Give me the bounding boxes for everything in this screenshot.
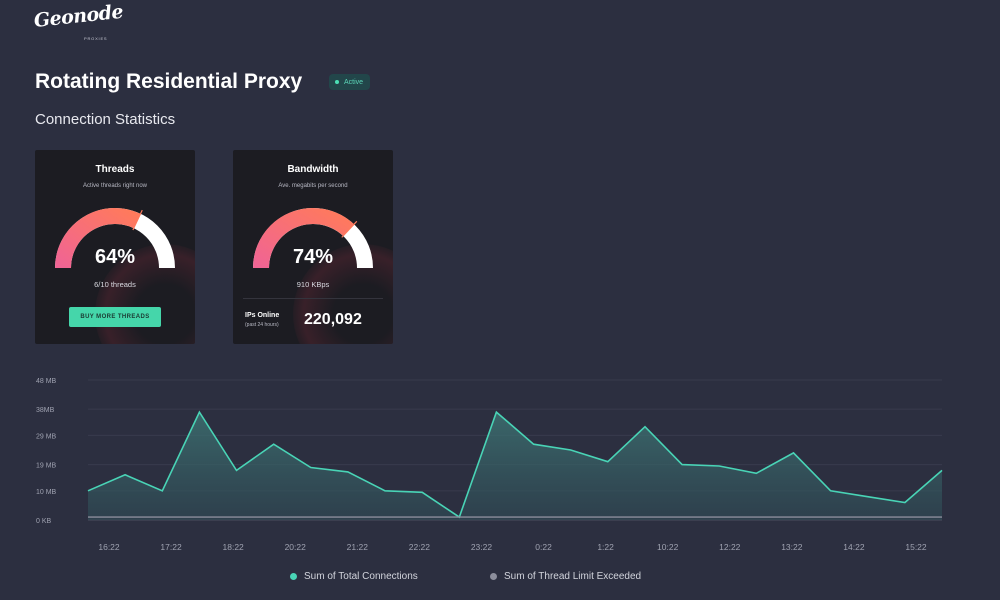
series-area-total-connections [88, 412, 942, 520]
x-tick-label: 18:22 [223, 542, 245, 552]
x-tick-label: 17:22 [160, 542, 182, 552]
geonode-logo[interactable]: Geonode PROXIES [33, 1, 124, 44]
logo-subtext: PROXIES [84, 36, 108, 41]
threads-card-title: Threads [95, 164, 135, 175]
page-title: Rotating Residential Proxy [35, 70, 303, 93]
legend-label: Sum of Total Connections [304, 571, 418, 582]
bandwidth-card-title: Bandwidth [287, 164, 339, 175]
ips-online-period: (past 24 hours) [245, 322, 279, 328]
x-tick-label: 22:22 [409, 542, 431, 552]
y-tick-label: 29 MB [36, 433, 57, 440]
bandwidth-gauge-value: 74% [292, 246, 334, 268]
y-tick-label: 38MB [36, 407, 55, 414]
threads-gauge [55, 208, 175, 269]
ips-online-label: IPs Online [245, 312, 280, 319]
card-divider [243, 298, 383, 299]
gauge-needle [341, 220, 358, 238]
gauge-fill [55, 208, 141, 269]
legend-item-thread-limit[interactable]: Sum of Thread Limit Exceeded [490, 571, 641, 582]
logo-wordmark: Geonode [32, 0, 125, 32]
section-title: Connection Statistics [35, 111, 176, 128]
legend-label: Sum of Thread Limit Exceeded [504, 571, 642, 582]
x-tick-label: 14:22 [843, 542, 865, 552]
status-badge: Active [329, 74, 371, 90]
y-tick-label: 10 MB [36, 489, 57, 496]
status-badge-label: Active [344, 78, 364, 86]
y-tick-label: 19 MB [36, 463, 57, 470]
legend-item-total-connections[interactable]: Sum of Total Connections [290, 571, 418, 582]
x-tick-label: 10:22 [657, 542, 679, 552]
y-tick-label: 0 KB [36, 518, 52, 525]
x-tick-label: 12:22 [719, 542, 741, 552]
series-line-total-connections [87, 410, 943, 519]
x-tick-label: 15:22 [905, 542, 927, 552]
connections-chart: 0 KB 10 MB 19 MB 29 MB 38MB 48 MB 16:22 17:22 18… [36, 378, 943, 552]
threads-card-subtitle: Active threads right now [82, 183, 148, 189]
legend-dot-icon [290, 573, 297, 580]
threads-count: 6/10 threads [94, 280, 136, 289]
x-tick-label: 13:22 [781, 542, 803, 552]
buy-more-threads-button[interactable]: BUY MORE THREADS [69, 307, 161, 327]
threads-card: Threads Active threads right now 64% 6/1… [35, 150, 195, 344]
gauge-fill [253, 208, 355, 269]
x-tick-label: 21:22 [347, 542, 369, 552]
y-tick-label: 48 MB [36, 378, 57, 385]
bandwidth-gauge [253, 208, 373, 269]
x-tick-label: 20:22 [285, 542, 307, 552]
x-tick-label: 16:22 [98, 542, 120, 552]
x-tick-label: 1:22 [597, 542, 614, 552]
threads-gauge-value: 64% [94, 246, 136, 268]
bandwidth-card-subtitle: Ave. megabits per second [278, 183, 348, 189]
bandwidth-rate: 910 KBps [296, 280, 330, 289]
bandwidth-card: Bandwidth Ave. megabits per second 74% 9… [233, 150, 393, 344]
legend-dot-icon [490, 573, 497, 580]
gauge-needle [132, 209, 143, 231]
status-dot-icon [335, 80, 339, 84]
ips-online-value: 220,092 [304, 311, 362, 328]
x-tick-label: 0:22 [535, 542, 552, 552]
x-tick-label: 23:22 [471, 542, 493, 552]
